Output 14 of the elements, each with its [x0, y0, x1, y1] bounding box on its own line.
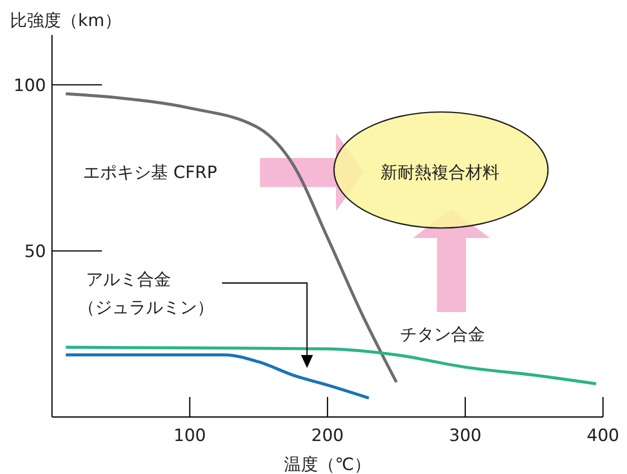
x-tick-label: 100 — [174, 426, 206, 446]
x-tick-label: 300 — [449, 426, 482, 446]
y-tick-label: 50 — [24, 242, 46, 262]
x-tick-label: 200 — [311, 426, 344, 446]
annotation: アルミ合金（ジュラルミン） — [78, 270, 214, 318]
annotation: チタン合金 — [400, 325, 485, 345]
annotation: 新耐熱複合材料 — [380, 163, 500, 183]
x-axis-title: 温度（℃） — [284, 455, 372, 474]
line-series — [64, 92, 398, 384]
line-series — [64, 346, 598, 386]
line-series — [64, 353, 370, 400]
y-axis-title: 比強度（km） — [10, 11, 122, 31]
x-tick-label: 400 — [586, 426, 620, 446]
annotation: エポキシ基 CFRP — [83, 163, 218, 183]
